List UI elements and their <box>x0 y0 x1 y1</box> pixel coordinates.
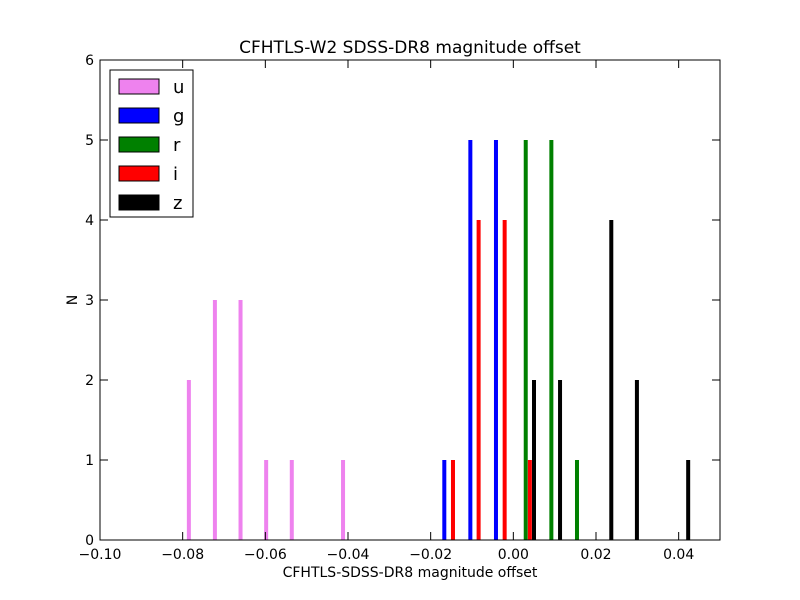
bar-z-4 <box>686 460 691 540</box>
legend-label-u: u <box>173 77 184 98</box>
bar-u-1 <box>212 300 217 540</box>
y-tick-label: 1 <box>85 453 94 469</box>
y-axis-label: N <box>65 295 81 305</box>
bar-i-0 <box>450 460 455 540</box>
x-tick-label: 0.04 <box>663 547 694 563</box>
x-tick-label: 0.00 <box>498 547 529 563</box>
y-tick-label: 6 <box>85 53 94 69</box>
legend-swatch-g <box>118 107 160 124</box>
legend-swatch-u <box>118 78 160 95</box>
bar-u-4 <box>289 460 294 540</box>
legend-label-i: i <box>173 164 178 185</box>
bar-r-0 <box>523 140 528 540</box>
legend-swatch-i <box>118 165 160 182</box>
bar-i-1 <box>476 220 481 540</box>
legend-label-r: r <box>173 135 181 156</box>
bar-i-3 <box>527 460 532 540</box>
bar-u-3 <box>264 460 269 540</box>
bar-u-0 <box>186 380 191 540</box>
chart-title: CFHTLS-W2 SDSS-DR8 magnitude offset <box>239 38 581 58</box>
bar-z-0 <box>532 380 536 540</box>
bar-i-2 <box>502 220 507 540</box>
legend-swatch-z <box>118 194 160 211</box>
bar-g-0 <box>442 460 447 540</box>
bar-r-2 <box>574 460 579 540</box>
bar-z-1 <box>558 380 563 540</box>
x-tick-label: −0.10 <box>79 547 122 563</box>
axes-group: −0.10 −0.08 −0.06 −0.04 −0.02 0.00 0.02 0.04 0 1 2… <box>79 53 720 563</box>
x-tick-label: −0.02 <box>409 547 452 563</box>
bar-z-3 <box>634 380 639 540</box>
y-tick-label: 3 <box>85 293 94 309</box>
x-axis-label: CFHTLS-SDSS-DR8 magnitude offset <box>283 565 538 581</box>
x-tick-label: 0.02 <box>580 547 611 563</box>
y-tick-label: 2 <box>85 373 94 389</box>
bar-u-5 <box>341 460 346 540</box>
legend-label-z: z <box>173 193 182 214</box>
y-tick-label: 0 <box>85 533 94 549</box>
y-tick-label: 5 <box>85 133 94 149</box>
x-tick-label: −0.08 <box>161 547 204 563</box>
bar-g-1 <box>468 140 473 540</box>
x-tick-label: −0.04 <box>327 547 370 563</box>
legend-label-g: g <box>173 106 184 127</box>
bar-z-2 <box>609 220 614 540</box>
x-tick-label: −0.06 <box>244 547 287 563</box>
legend-swatch-r <box>118 136 160 153</box>
bar-u-2 <box>238 300 243 540</box>
bars-group <box>186 140 691 540</box>
plot-frame <box>99 59 721 541</box>
bar-r-1 <box>549 140 554 540</box>
bar-g-2 <box>493 140 498 540</box>
y-tick-label: 4 <box>85 213 94 229</box>
